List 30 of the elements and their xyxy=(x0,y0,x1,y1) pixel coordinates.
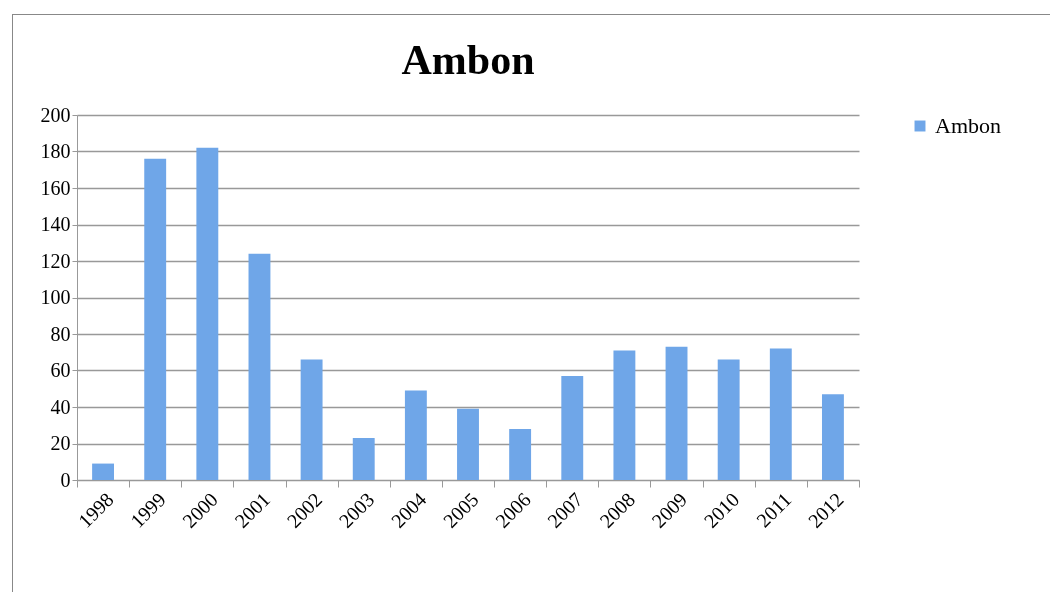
y-tick-label: 160 xyxy=(40,176,71,199)
y-tick-label: 140 xyxy=(40,213,71,235)
y-tick-label: 20 xyxy=(50,432,71,454)
bar xyxy=(613,350,636,480)
y-tick-label: 40 xyxy=(50,395,71,418)
bar xyxy=(561,375,584,480)
bar xyxy=(92,463,115,480)
bar xyxy=(821,394,844,480)
bar xyxy=(665,346,688,480)
bar xyxy=(144,158,167,480)
x-tick-label: 1999 xyxy=(126,488,170,532)
bar xyxy=(404,390,427,480)
bar xyxy=(196,147,219,480)
bar xyxy=(457,408,479,480)
y-tick-label: 100 xyxy=(40,286,71,308)
chart-title: Ambon xyxy=(401,37,535,83)
bar xyxy=(248,253,271,480)
y-tick-label: 0 xyxy=(60,468,71,491)
x-tick-label: 2011 xyxy=(752,488,796,532)
bar xyxy=(509,428,532,480)
y-tick-label: 200 xyxy=(40,103,71,126)
bar xyxy=(352,438,375,480)
y-tick-label: 60 xyxy=(50,359,71,381)
y-tick-label: 120 xyxy=(40,249,71,272)
bar xyxy=(300,359,323,480)
y-tick-label: 80 xyxy=(50,322,71,345)
bar xyxy=(769,348,792,480)
legend-label: Ambon xyxy=(935,113,1001,138)
y-tick-label: 180 xyxy=(40,140,71,162)
bar xyxy=(717,359,740,480)
